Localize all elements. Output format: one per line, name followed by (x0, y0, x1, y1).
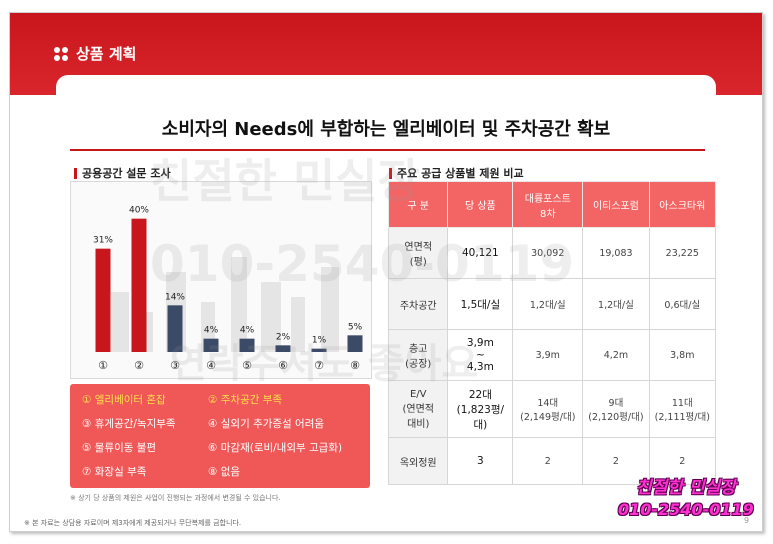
bar-4 (203, 338, 219, 352)
table-cell: 4,2m (582, 329, 650, 381)
bar-5 (239, 338, 255, 352)
value-label-8: 5% (348, 322, 363, 332)
table-cell: 1,2대/실 (582, 278, 650, 330)
page-frame: 상품 계획 소비자의 Needs에 부합하는 엘리베이터 및 주차공간 확보 공… (9, 12, 763, 532)
value-label-3: 14% (165, 292, 185, 302)
title-rule (70, 149, 705, 151)
bar-8 (347, 335, 363, 352)
table-cell: 3,9m (512, 329, 584, 381)
table-cell: 40,121 (447, 227, 514, 279)
value-label-6: 2% (276, 332, 291, 342)
table-cell: 14대 (2,149평/대) (512, 380, 584, 438)
page-number: 9 (744, 516, 750, 525)
legend-item-4: ④ 실외기 추가증설 어려움 (208, 418, 325, 430)
legend-item-8: ⑧ 없음 (208, 466, 241, 478)
row-header-cell: E/V (연면적 대비) (387, 380, 449, 438)
headline: 소비자의 Needs에 부합하는 엘리베이터 및 주차공간 확보 (161, 119, 611, 140)
table-header-cell: 당 상품 (447, 181, 514, 228)
table-cell: 3,9m ~4,3m (447, 329, 514, 381)
category-label-5: ⑤ (242, 359, 252, 372)
table-header-cell: 구 분 (387, 181, 449, 228)
heading-bar-icon (389, 167, 392, 179)
value-label-2: 40% (129, 206, 149, 216)
value-label-5: 4% (240, 326, 255, 336)
comparison-title: 주요 공급 상품별 제원 비교 (397, 167, 524, 180)
dots-icon (54, 46, 68, 61)
table-cell: 30,092 (512, 227, 584, 279)
table-row: 주차공간 1,5대/실 1,2대/실 1,2대/실 0,6대/실 (387, 278, 717, 330)
bar-7 (311, 348, 327, 352)
table-row: E/V (연면적 대비) 22대 (1,823평/대) 14대 (2,149평/대) 9대 (2… (387, 380, 717, 438)
category-label-7: ⑦ (314, 359, 324, 372)
table-cell: 2 (648, 437, 717, 485)
table-cell: 2 (512, 437, 584, 485)
table-header-cell: 아스크타워 (648, 181, 717, 228)
table-cell: 2 (582, 437, 650, 485)
legend-item-1: ① 엘리베이터 혼잡 (82, 394, 166, 406)
comparison-heading: 주요 공급 상품별 제원 비교 (389, 165, 524, 181)
row-header-cell: 주차공간 (387, 278, 449, 330)
table-header-cell: 대륭포스트 8차 (512, 181, 584, 228)
category-label-6: ⑥ (278, 359, 288, 372)
survey-bar-chart: 31% ① 40% ② 14% ③ 4% ④ 4% ⑤ 2% ⑥ 1% ⑦ 5% ⑧ (93, 206, 363, 372)
legend-item-7: ⑦ 화장실 부족 (82, 466, 147, 478)
value-label-4: 4% (204, 326, 219, 336)
promo-overlay: 친절한 민실장 010-2540-0119 (618, 478, 754, 520)
category-label-3: ③ (170, 359, 180, 372)
table-cell: 0,6대/실 (648, 278, 717, 330)
table-header-cell: 이티스포럼 (582, 181, 650, 228)
table-cell: 1,2대/실 (512, 278, 584, 330)
survey-chart: 31% ① 40% ② 14% ③ 4% ④ 4% ⑤ 2% ⑥ 1% ⑦ 5% ⑧ (70, 181, 372, 379)
table-cell: 11대 (2,111평/대) (648, 380, 717, 438)
table-cell: 22대 (1,823평/대) (447, 380, 514, 438)
value-label-7: 1% (312, 336, 327, 346)
bottom-note: ※ 본 자료는 상담용 자료이며 제3자에게 제공되거나 무단복제를 금합니다. (24, 519, 242, 527)
legend-item-2: ② 주차공간 부족 (208, 394, 283, 406)
category-label-8: ⑧ (350, 359, 360, 372)
promo-name: 친절한 민실장 (635, 478, 736, 498)
category-label-2: ② (134, 359, 144, 372)
table-cell: 3 (447, 437, 514, 485)
left-note: ※ 상기 당 상품의 제원은 사업이 진행되는 과정에서 변경될 수 있습니다. (70, 494, 281, 502)
category-label-1: ① (98, 359, 108, 372)
section-title: 상품 계획 (76, 45, 137, 63)
section-heading: 상품 계획 (54, 43, 136, 64)
table-cell: 3,8m (648, 329, 717, 381)
survey-legend: ① 엘리베이터 혼잡 ② 주차공간 부족 ③ 휴게공간/녹지부족 ④ 실외기 추… (70, 384, 370, 488)
row-header-cell: 층고 (공장) (387, 329, 449, 381)
table-cell: 19,083 (582, 227, 650, 279)
table-cell: 23,225 (648, 227, 717, 279)
table-row: 층고 (공장) 3,9m ~4,3m 3,9m 4,2m 3,8m (387, 329, 717, 381)
category-label-4: ④ (206, 359, 216, 372)
table-row: 옥외정원 3 2 2 2 (387, 437, 717, 485)
bar-3 (167, 305, 183, 352)
row-header-cell: 연면적 (평) (387, 227, 449, 279)
legend-item-5: ⑤ 물류이동 불편 (82, 442, 157, 454)
value-label-1: 31% (93, 236, 113, 246)
survey-title: 공용공간 설문 조사 (82, 167, 171, 180)
promo-phone: 010-2540-0119 (618, 500, 754, 519)
bar-2 (131, 218, 147, 352)
table-cell: 1,5대/실 (447, 278, 514, 330)
table-row: 연면적 (평) 40,121 30,092 19,083 23,225 (387, 227, 717, 279)
heading-bar-icon (74, 167, 77, 179)
content-card: 소비자의 Needs에 부합하는 엘리베이터 및 주차공간 확보 공용공간 설문… (56, 75, 717, 502)
survey-heading: 공용공간 설문 조사 (74, 165, 171, 181)
bar-1 (95, 248, 111, 352)
row-header-cell: 옥외정원 (387, 437, 449, 485)
legend-item-6: ⑥ 마감재(로비/내외부 고급화) (208, 442, 343, 454)
legend-item-3: ③ 휴게공간/녹지부족 (82, 418, 176, 430)
table-cell: 9대 (2,120평/대) (582, 380, 650, 438)
bar-6 (275, 345, 291, 352)
